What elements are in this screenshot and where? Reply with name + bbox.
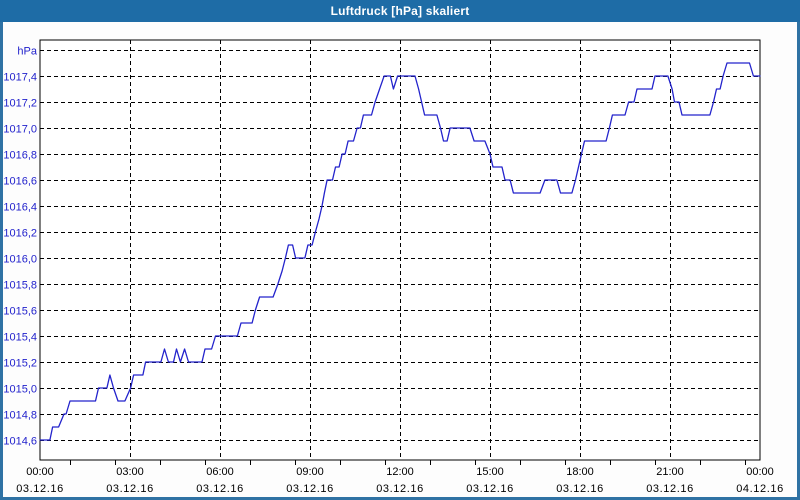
y-axis-label: 1016,2 [3,228,37,240]
x-axis-time-label: 21:00 [656,466,684,478]
y-axis-unit-label: hPa [17,46,37,58]
x-axis-date-label: 03.12.16 [376,483,424,495]
x-axis-date-label: 03.12.16 [466,483,514,495]
y-axis-label: 1017,4 [3,72,37,84]
pressure-series-line [39,62,761,441]
x-axis-time-label: 15:00 [476,466,504,478]
x-axis-date-label: 03.12.16 [106,483,154,495]
y-axis-label: 1015,8 [3,280,37,292]
x-axis-time-label: 00:00 [26,466,54,478]
x-axis-date-label: 04.12.16 [736,483,784,495]
y-axis-label: 1015,0 [3,384,37,396]
x-axis-date-label: 03.12.16 [286,483,334,495]
x-axis-date-label: 03.12.16 [196,483,244,495]
y-axis-label: 1016,0 [3,254,37,266]
x-axis-time-label: 12:00 [386,466,414,478]
x-axis-time-label: 09:00 [296,466,324,478]
y-axis-label: 1016,4 [3,202,37,214]
y-axis-label: 1017,0 [3,124,37,136]
y-axis-label: 1015,2 [3,358,37,370]
y-axis-label: 1017,2 [3,98,37,110]
y-axis-label: 1015,6 [3,306,37,318]
y-axis-label: 1015,4 [3,332,37,344]
y-axis-label: 1016,8 [3,150,37,162]
y-axis-label: 1016,6 [3,176,37,188]
y-axis-label: 1014,6 [3,436,37,448]
title-bar: Luftdruck [hPa] skaliert [0,0,800,22]
x-axis-date-label: 03.12.16 [16,483,64,495]
x-axis-time-label: 06:00 [206,466,234,478]
x-axis-date-label: 03.12.16 [556,483,604,495]
x-axis-time-label: 00:00 [746,466,774,478]
x-axis-time-label: 03:00 [116,466,144,478]
x-axis-time-label: 18:00 [566,466,594,478]
x-axis-date-label: 03.12.16 [646,483,694,495]
window-title: Luftdruck [hPa] skaliert [330,4,470,18]
y-axis-label: 1014,8 [3,410,37,422]
